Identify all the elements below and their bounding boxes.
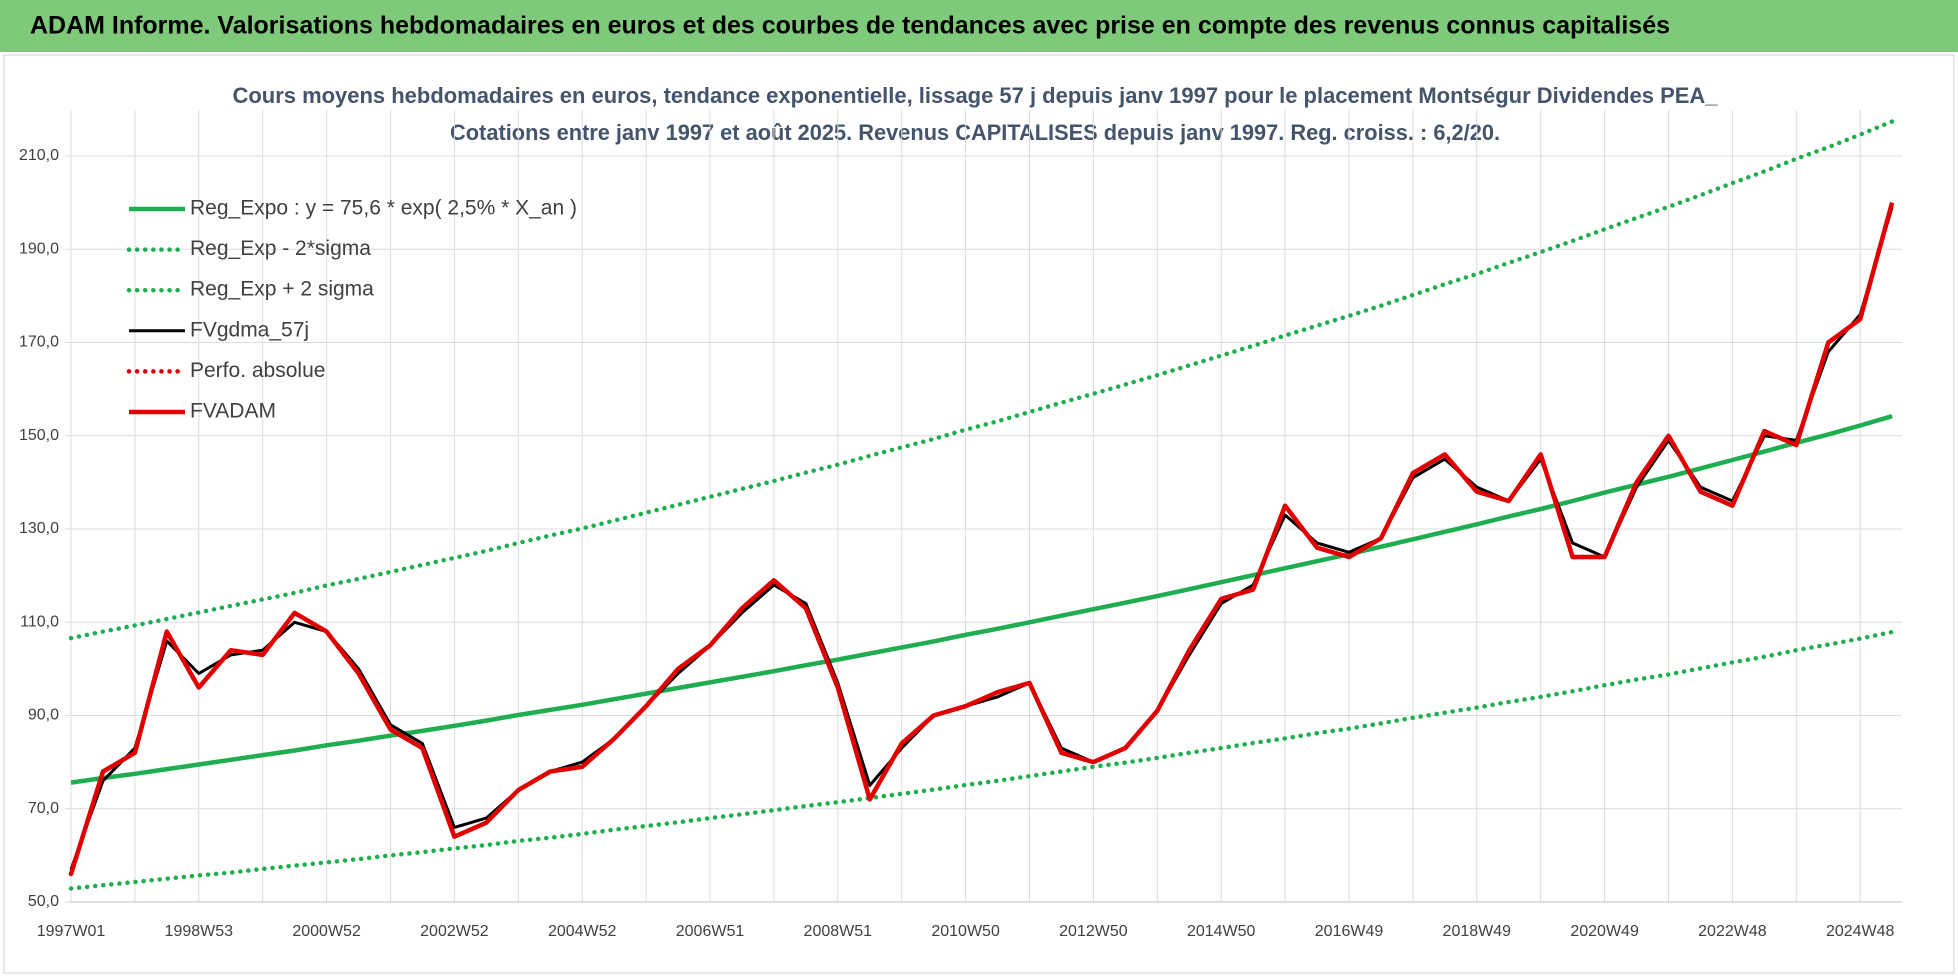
y-tick-label: 70,0 [28, 800, 59, 817]
y-tick-label: 110,0 [20, 613, 59, 630]
legend-label: Reg_Exp + 2 sigma [190, 278, 374, 301]
legend-label: Perfo. absolue [190, 359, 325, 382]
legend-label: FVADAM [190, 400, 276, 423]
x-tick-label: 2022W48 [1698, 923, 1767, 940]
legend-label: Reg_Expo : y = 75,6 * exp( 2,5% * X_an ) [190, 197, 577, 220]
legend-label: FVgdma_57j [190, 318, 309, 341]
x-tick-label: 2008W51 [804, 923, 873, 940]
y-tick-label: 130,0 [19, 520, 59, 537]
x-tick-label: 2014W50 [1187, 923, 1256, 940]
y-tick-label: 150,0 [19, 427, 59, 444]
y-tick-label: 190,0 [19, 240, 59, 257]
y-tick-label: 50,0 [28, 893, 59, 910]
subtitle: Cours moyens hebdomadaires en euros, ten… [233, 83, 1719, 108]
legend-label: Reg_Exp - 2*sigma [190, 237, 371, 260]
x-tick-label: 2000W52 [292, 923, 361, 940]
y-tick-label: 210,0 [19, 147, 59, 164]
series-line [68, 119, 1895, 641]
chart-title: ADAM Informe. Valorisations hebdomadaire… [30, 12, 1670, 40]
y-tick-label: 90,0 [28, 707, 59, 724]
x-tick-label: 2016W49 [1315, 923, 1384, 940]
title-banner [0, 0, 1958, 52]
x-tick-label: 1997W01 [37, 923, 106, 940]
x-tick-label: 1998W53 [165, 923, 234, 940]
y-tick-label: 170,0 [19, 334, 59, 351]
series-line [70, 414, 1893, 785]
x-tick-label: 2012W50 [1059, 923, 1128, 940]
x-tick-label: 2024W48 [1826, 923, 1895, 940]
series-line [68, 629, 1895, 891]
x-tick-label: 2018W49 [1443, 923, 1512, 940]
x-tick-label: 2006W51 [676, 923, 745, 940]
x-tick-label: 2020W49 [1570, 923, 1639, 940]
x-tick-label: 2010W50 [931, 923, 1000, 940]
series-line [68, 202, 1895, 875]
x-tick-label: 2002W52 [420, 923, 489, 940]
x-tick-label: 2004W52 [548, 923, 617, 940]
chart-border [3, 54, 1955, 974]
subtitle: Cotations entre janv 1997 et août 2025. … [450, 120, 1500, 145]
